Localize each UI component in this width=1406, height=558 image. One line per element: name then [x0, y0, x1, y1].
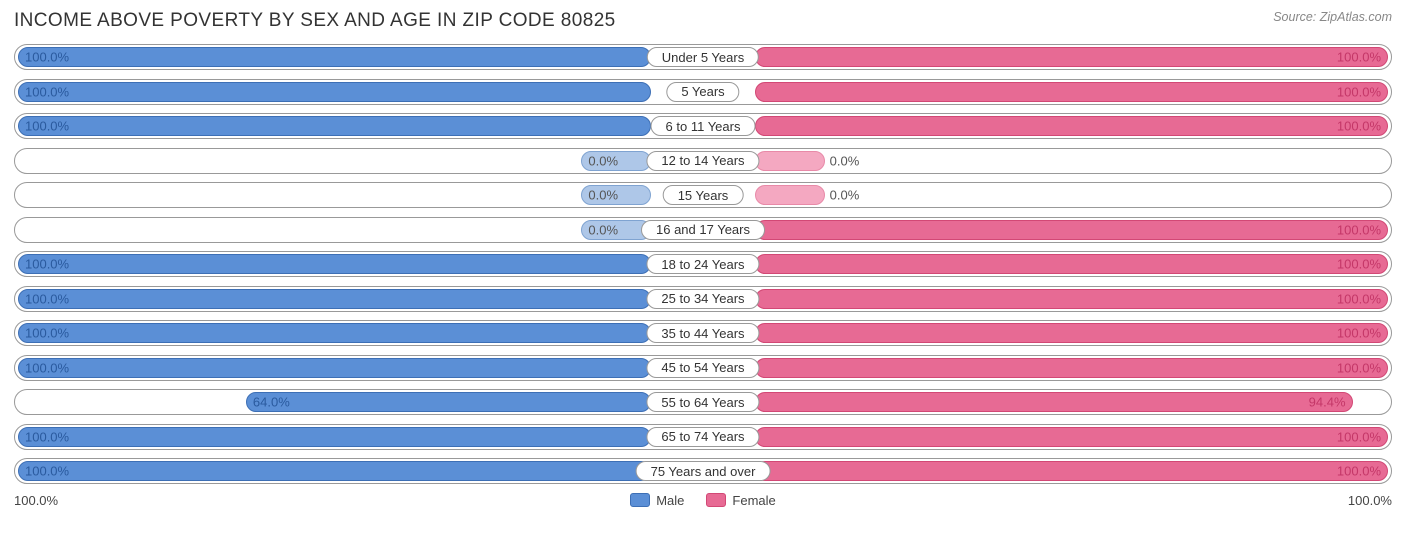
- category-label: 15 Years: [663, 185, 744, 205]
- female-bar: 100.0%: [755, 461, 1388, 481]
- female-bar: 94.4%: [755, 392, 1353, 412]
- chart-row: 100.0% 100.0% 18 to 24 Years: [14, 251, 1392, 277]
- male-value-label: 100.0%: [25, 291, 69, 306]
- male-value-label: 100.0%: [25, 464, 69, 479]
- chart-row: 0.0% 0.0%12 to 14 Years: [14, 148, 1392, 174]
- male-bar: 100.0%: [18, 461, 651, 481]
- male-value-label: 100.0%: [25, 360, 69, 375]
- chart-row: 100.0% 100.0% 45 to 54 Years: [14, 355, 1392, 381]
- female-value-label: 100.0%: [1337, 360, 1381, 375]
- diverging-bar-chart: 100.0% 100.0% Under 5 Years 100.0% 100.0% 5 Y…: [14, 44, 1392, 484]
- category-label: 35 to 44 Years: [646, 323, 759, 343]
- chart-row: 0.0% 0.0% 15 Years: [14, 182, 1392, 208]
- female-bar: 100.0%: [755, 323, 1388, 343]
- female-bar: 100.0%: [755, 82, 1388, 102]
- male-bar: 100.0%: [18, 427, 651, 447]
- male-value-label: 100.0%: [25, 429, 69, 444]
- legend-swatch-female: [706, 493, 726, 507]
- chart-row: 100.0% 100.0% Under 5 Years: [14, 44, 1392, 70]
- female-bar: 100.0%: [755, 47, 1388, 67]
- category-label: 6 to 11 Years: [651, 116, 756, 136]
- female-value-label: 100.0%: [1337, 291, 1381, 306]
- category-label: 16 and 17 Years: [641, 220, 765, 240]
- male-bar: 0.0%: [581, 185, 651, 205]
- axis-left-label: 100.0%: [14, 493, 58, 508]
- male-bar: 64.0%: [246, 392, 651, 412]
- chart-row: 64.0% 94.4% 55 to 64 Years: [14, 389, 1392, 415]
- male-value-label: 64.0%: [253, 395, 290, 410]
- legend-item-female: Female: [706, 493, 775, 508]
- female-bar: 100.0%: [755, 254, 1388, 274]
- female-value-label: 100.0%: [1337, 84, 1381, 99]
- chart-row: 100.0% 100.0% 6 to 11 Years: [14, 113, 1392, 139]
- chart-header: INCOME ABOVE POVERTY BY SEX AND AGE IN Z…: [14, 10, 1392, 32]
- chart-source: Source: ZipAtlas.com: [1273, 10, 1392, 24]
- category-label: 45 to 54 Years: [646, 358, 759, 378]
- chart-row: 0.0%100.0%16 and 17 Years: [14, 217, 1392, 243]
- female-bar: 0.0%: [755, 151, 825, 171]
- category-label: 65 to 74 Years: [646, 427, 759, 447]
- category-label: 12 to 14 Years: [646, 151, 759, 171]
- female-bar: 100.0%: [755, 289, 1388, 309]
- male-bar: 100.0%: [18, 254, 651, 274]
- female-value-label: 100.0%: [1337, 464, 1381, 479]
- male-value-label: 100.0%: [25, 50, 69, 65]
- axis-right-label: 100.0%: [1348, 493, 1392, 508]
- category-label: 55 to 64 Years: [646, 392, 759, 412]
- male-bar: 100.0%: [18, 289, 651, 309]
- category-label: 18 to 24 Years: [646, 254, 759, 274]
- female-bar: 0.0%: [755, 185, 825, 205]
- male-bar: 100.0%: [18, 116, 651, 136]
- male-value-label: 100.0%: [25, 119, 69, 134]
- legend-item-male: Male: [630, 493, 684, 508]
- legend-label-male: Male: [656, 493, 684, 508]
- female-value-label: 100.0%: [1337, 50, 1381, 65]
- category-label: 25 to 34 Years: [646, 289, 759, 309]
- male-value-label: 100.0%: [25, 326, 69, 341]
- female-value-label: 100.0%: [1337, 326, 1381, 341]
- female-value-label: 100.0%: [1337, 222, 1381, 237]
- female-value-label: 100.0%: [1337, 429, 1381, 444]
- male-value-label: 100.0%: [25, 257, 69, 272]
- category-label: 5 Years: [666, 82, 739, 102]
- female-bar: 100.0%: [755, 358, 1388, 378]
- female-bar: 100.0%: [755, 116, 1388, 136]
- category-label: 75 Years and over: [636, 461, 771, 481]
- male-bar: 100.0%: [18, 82, 651, 102]
- chart-axis: 100.0% Male Female 100.0%: [14, 493, 1392, 508]
- male-bar: 100.0%: [18, 47, 651, 67]
- legend-label-female: Female: [732, 493, 775, 508]
- female-bar: 100.0%: [755, 220, 1388, 240]
- female-value-label: 100.0%: [1337, 119, 1381, 134]
- male-value-label: 100.0%: [25, 84, 69, 99]
- category-label: Under 5 Years: [647, 47, 759, 67]
- chart-row: 100.0% 100.0% 35 to 44 Years: [14, 320, 1392, 346]
- female-bar: 100.0%: [755, 427, 1388, 447]
- chart-row: 100.0% 100.0% 25 to 34 Years: [14, 286, 1392, 312]
- female-value-label: 100.0%: [1337, 257, 1381, 272]
- legend-swatch-male: [630, 493, 650, 507]
- chart-row: 100.0% 100.0% 65 to 74 Years: [14, 424, 1392, 450]
- chart-legend: Male Female: [630, 493, 776, 508]
- male-bar: 100.0%: [18, 358, 651, 378]
- female-value-label: 94.4%: [1309, 395, 1346, 410]
- chart-row: 100.0% 100.0% 5 Years: [14, 79, 1392, 105]
- chart-row: 100.0% 100.0% 75 Years and over: [14, 458, 1392, 484]
- chart-title: INCOME ABOVE POVERTY BY SEX AND AGE IN Z…: [14, 10, 616, 32]
- male-bar: 100.0%: [18, 323, 651, 343]
- male-bar: 0.0%: [581, 151, 651, 171]
